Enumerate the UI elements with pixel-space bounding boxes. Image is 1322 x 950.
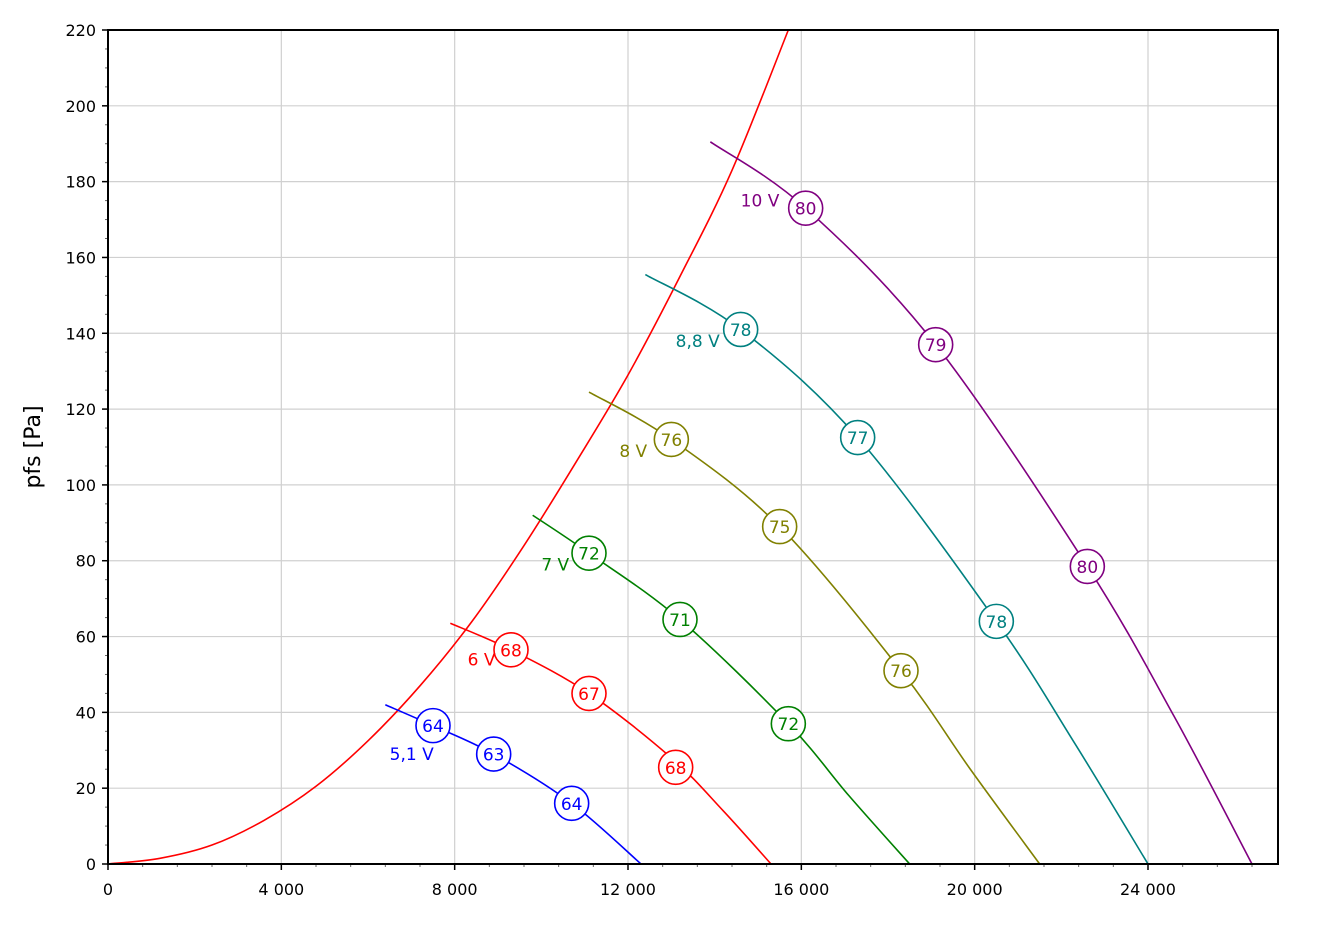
marker-circle (883, 652, 919, 689)
marker-label: 67 (578, 685, 600, 705)
marker-label: 78 (986, 613, 1008, 633)
curve-marker: 63 (475, 736, 512, 772)
plot-frame (107, 29, 1279, 865)
marker-circle (917, 326, 954, 363)
marker-circle (839, 419, 876, 456)
curve-marker: 71 (662, 601, 698, 638)
marker-circle (571, 675, 607, 712)
marker-circle (770, 705, 807, 742)
y-tick-label: 160 (65, 248, 96, 267)
y-tick-label: 100 (65, 476, 96, 495)
marker-label: 64 (561, 795, 583, 815)
curve-marker: 76 (653, 421, 690, 458)
curve-marker: 75 (761, 508, 798, 545)
curve-marker: 64 (553, 785, 590, 822)
marker-label: 78 (730, 321, 752, 341)
series-labels: 5,1 V 6 V 7 V 8 V 8,8 V 10 V (390, 192, 780, 765)
marker-circle (662, 601, 698, 638)
marker-circle (415, 707, 451, 744)
x-tick-label: 12 000 (600, 880, 656, 899)
y-tick-label: 180 (65, 173, 96, 192)
marker-circle (493, 632, 529, 668)
series-name-label: 10 V (741, 192, 780, 212)
y-tick-label: 200 (65, 97, 96, 116)
minor-ticks (105, 48, 1253, 867)
x-axis-ticks: 0 4 000 8 000 12 000 16 000 20 000 24 000 (103, 864, 1176, 899)
series-lines (385, 141, 1253, 865)
marker-label: 79 (925, 336, 947, 356)
marker-circle (722, 311, 759, 348)
x-tick-label: 20 000 (947, 880, 1003, 899)
y-axis-ticks: 0 20 40 60 80 100 120 140 160 180 200 220 (65, 21, 108, 874)
y-tick-label: 60 (76, 628, 96, 647)
x-tick-label: 8 000 (432, 880, 478, 899)
marker-circle (978, 603, 1015, 640)
grid-lines (108, 30, 1278, 864)
marker-circle (787, 190, 824, 226)
series-name-label: 8 V (619, 442, 647, 462)
y-axis-label: pfs [Pa] (21, 405, 46, 488)
system-curve-line (107, 29, 790, 865)
marker-label: 77 (847, 429, 869, 449)
y-tick-label: 120 (65, 400, 96, 419)
marker-circle (761, 508, 798, 545)
series-name-label: 5,1 V (390, 745, 434, 765)
curve-marker: 72 (770, 705, 807, 742)
marker-label: 68 (500, 641, 522, 661)
marker-label: 68 (665, 759, 687, 779)
series-name-label: 6 V (468, 650, 496, 670)
marker-label: 72 (778, 715, 800, 735)
y-tick-label: 0 (86, 855, 96, 874)
curve-marker: 64 (415, 707, 451, 744)
curve-marker: 78 (978, 603, 1015, 640)
y-tick-label: 220 (65, 21, 96, 40)
curve-marker: 78 (722, 311, 759, 348)
marker-label: 63 (483, 746, 505, 766)
y-tick-label: 140 (65, 324, 96, 343)
curve-marker: 68 (657, 749, 694, 786)
marker-label: 80 (1077, 558, 1099, 578)
y-tick-label: 40 (76, 703, 96, 722)
curve-marker: 68 (493, 632, 529, 668)
y-tick-label: 80 (76, 552, 96, 571)
marker-circle (657, 749, 694, 786)
x-tick-label: 0 (103, 880, 113, 899)
marker-label: 71 (669, 611, 691, 631)
series-name-label: 7 V (541, 556, 569, 576)
curve-marker: 80 (1069, 548, 1106, 585)
marker-circle (475, 736, 512, 772)
series-line (709, 141, 1253, 865)
x-tick-label: 4 000 (258, 880, 304, 899)
x-tick-label: 16 000 (773, 880, 829, 899)
marker-label: 72 (578, 545, 600, 565)
marker-circle (1069, 548, 1106, 585)
y-tick-label: 20 (76, 779, 96, 798)
curve-marker: 76 (883, 652, 919, 689)
marker-label: 80 (795, 200, 817, 220)
series-line (588, 391, 1041, 865)
series-markers: 64 63 64 68 67 68 72 71 72 76 75 76 78 77 78 80 79 80 (415, 190, 1106, 822)
curve-marker: 72 (571, 535, 607, 571)
marker-label: 75 (769, 518, 791, 538)
curve-marker: 80 (787, 190, 824, 226)
curve-marker: 77 (839, 419, 876, 456)
system-curve (107, 29, 790, 865)
marker-circle (553, 785, 590, 822)
marker-label: 76 (890, 662, 912, 682)
marker-label: 76 (661, 431, 683, 451)
curve-marker: 79 (917, 326, 954, 363)
marker-circle (571, 535, 607, 571)
series-name-label: 8,8 V (676, 332, 720, 352)
curve-marker: 67 (571, 675, 607, 712)
marker-circle (653, 421, 690, 458)
marker-label: 64 (422, 717, 444, 737)
x-tick-label: 24 000 (1120, 880, 1176, 899)
